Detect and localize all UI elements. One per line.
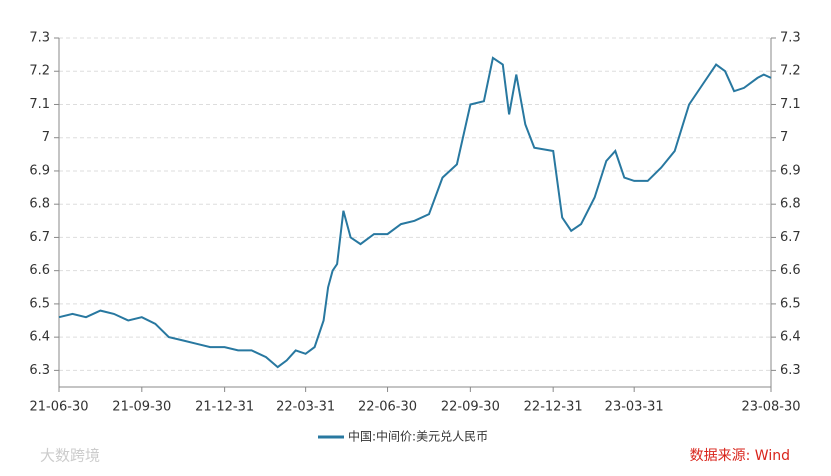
y-tick-label: 6.6 xyxy=(29,263,50,278)
x-tick-label: 22-06-30 xyxy=(358,400,417,415)
x-tick-label: 23-08-30 xyxy=(741,400,800,415)
y2-tick-label: 7.3 xyxy=(780,31,801,46)
y-tick-label: 7.3 xyxy=(29,31,50,46)
y-tick-label: 6.8 xyxy=(29,197,50,212)
y-tick-label: 6.5 xyxy=(29,296,50,311)
y-tick-label: 6.9 xyxy=(29,163,50,178)
y-tick-label: 7.2 xyxy=(29,64,50,79)
source: 数据来源: Wind xyxy=(690,448,790,464)
y-tick-label: 6.3 xyxy=(29,363,50,378)
line xyxy=(58,56,772,369)
legend-label: 中国:中间价:美元兑人民币 xyxy=(348,429,488,444)
y-tick-label: 6.7 xyxy=(29,230,50,245)
y2-tick-label: 7 xyxy=(780,130,788,145)
y2-tick-label: 6.6 xyxy=(780,263,801,278)
y-tick-label: 7.1 xyxy=(29,97,50,112)
x-tick-label: 21-09-30 xyxy=(112,400,171,415)
y2-tick-label: 7.1 xyxy=(780,97,801,112)
x-tick-label: 23-03-31 xyxy=(605,400,664,415)
x-tick-label: 22-09-30 xyxy=(441,400,500,415)
y-tick-label: 7 xyxy=(42,130,50,145)
y-tick-label: 6.4 xyxy=(29,330,50,345)
x-tick-label: 21-12-31 xyxy=(195,400,254,415)
watermark: 大数跨境 xyxy=(40,447,100,465)
y2-tick-label: 6.8 xyxy=(780,197,801,212)
y2-tick-label: 7.2 xyxy=(780,64,801,79)
x-tick-label: 22-12-31 xyxy=(524,400,583,415)
x-tick-label: 22-03-31 xyxy=(276,400,335,415)
y2-tick-label: 6.5 xyxy=(780,296,801,311)
y2-tick-label: 6.9 xyxy=(780,163,801,178)
y2-tick-label: 6.4 xyxy=(780,330,801,345)
y2-tick-label: 6.7 xyxy=(780,230,801,245)
y2-tick-label: 6.3 xyxy=(780,363,801,378)
x-tick-label: 21-06-30 xyxy=(29,400,88,415)
